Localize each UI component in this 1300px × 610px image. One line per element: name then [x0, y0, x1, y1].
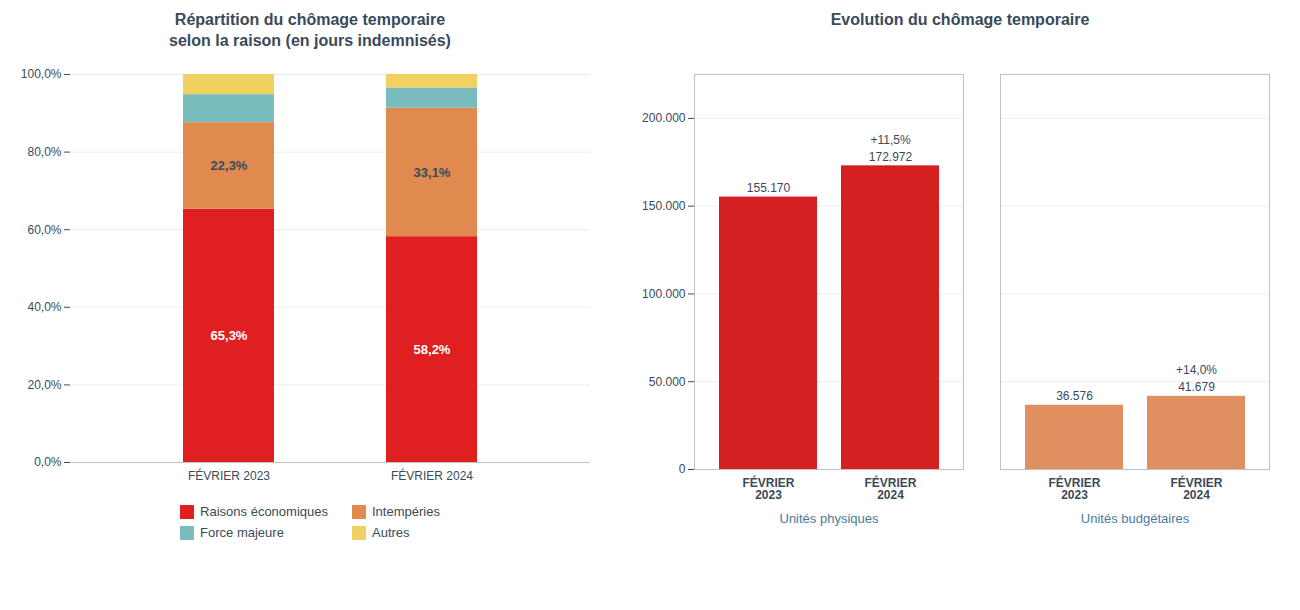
- svg-text:58,2%: 58,2%: [414, 342, 451, 357]
- svg-text:+11,5%: +11,5%: [870, 133, 910, 147]
- svg-text:+14,0%: +14,0%: [1176, 363, 1217, 377]
- html-text:Intempéries: Intempéries: [372, 504, 440, 519]
- svg-text:FÉVRIER2024: FÉVRIER2024: [1170, 475, 1222, 502]
- svg-text:Unités budgétaires: Unités budgétaires: [1081, 511, 1190, 526]
- html-text:Evolution du chômage temporair: Evolution du chômage temporaire: [830, 11, 1090, 28]
- svg-text:100,0%: 100,0%: [21, 67, 62, 81]
- html-text:Raisons économiques: Raisons économiques: [200, 504, 328, 519]
- svg-text:65,3%: 65,3%: [211, 328, 248, 343]
- svg-text:FÉVRIER 2023: FÉVRIER 2023: [188, 468, 270, 483]
- svg-text:150.000: 150.000: [642, 199, 686, 213]
- svg-text:40,0%: 40,0%: [27, 300, 61, 314]
- svg-text:172.972: 172.972: [869, 150, 913, 164]
- svg-text:FÉVRIER 2024: FÉVRIER 2024: [391, 468, 473, 483]
- svg-text:60,0%: 60,0%: [27, 223, 61, 237]
- svg-text:200.000: 200.000: [642, 111, 686, 125]
- svg-text:FÉVRIER2023: FÉVRIER2023: [1048, 475, 1100, 502]
- svg-text:0: 0: [679, 462, 686, 476]
- svg-text:22,3%: 22,3%: [211, 158, 248, 173]
- html-text:Force majeure: Force majeure: [200, 525, 284, 540]
- svg-text:20,0%: 20,0%: [27, 378, 61, 392]
- html-text:Répartition du chômage tempora: Répartition du chômage temporaire selon …: [169, 11, 451, 49]
- html-text:Autres: Autres: [372, 525, 410, 540]
- svg-text:33,1%: 33,1%: [414, 165, 451, 180]
- svg-text:50.000: 50.000: [649, 375, 686, 389]
- svg-text:100.000: 100.000: [642, 287, 686, 301]
- svg-text:FÉVRIER2024: FÉVRIER2024: [864, 475, 916, 502]
- svg-text:80,0%: 80,0%: [27, 145, 61, 159]
- svg-text:Unités physiques: Unités physiques: [780, 511, 879, 526]
- svg-text:0,0%: 0,0%: [34, 455, 62, 469]
- svg-text:155.170: 155.170: [747, 181, 791, 195]
- svg-text:41.679: 41.679: [1178, 380, 1215, 394]
- svg-text:FÉVRIER2023: FÉVRIER2023: [742, 475, 794, 502]
- svg-text:36.576: 36.576: [1056, 389, 1093, 403]
